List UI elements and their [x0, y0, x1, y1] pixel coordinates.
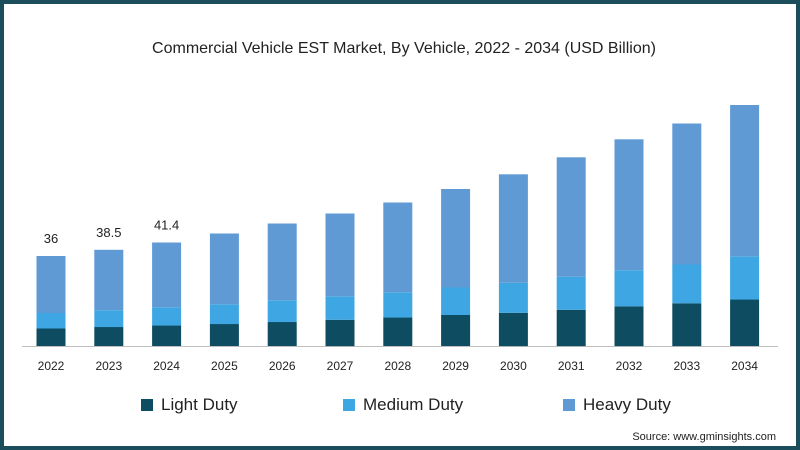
data-label-2024: 41.4 — [154, 218, 179, 233]
bar-medium-duty-2023 — [94, 310, 124, 328]
x-tick-label-2034: 2034 — [731, 359, 758, 373]
bar-medium-duty-2032 — [614, 270, 644, 307]
bar-medium-duty-2029 — [441, 287, 471, 315]
bar-light-duty-2027 — [325, 319, 355, 347]
bar-light-duty-2033 — [672, 303, 702, 347]
bar-chart: 2022 2023 2024 2025 2026 2027 2028 2029 2030 2031… — [22, 105, 778, 373]
bar-light-duty-2029 — [441, 315, 471, 346]
bar-heavy-duty-2022 — [36, 256, 66, 313]
legend-label: Light Duty — [161, 395, 238, 414]
bar-heavy-duty-2027 — [325, 213, 355, 297]
bar-medium-duty-2025 — [209, 304, 239, 325]
x-tick-label-2026: 2026 — [269, 359, 296, 373]
bar-heavy-duty-2023 — [94, 249, 124, 311]
chart-title: Commercial Vehicle EST Market, By Vehicl… — [152, 40, 656, 57]
bar-medium-duty-2024 — [152, 307, 182, 326]
bar-heavy-duty-2032 — [614, 139, 644, 271]
legend-swatch — [141, 399, 153, 411]
x-tick-label-2022: 2022 — [38, 359, 65, 373]
legend-item-light-duty: Light Duty — [141, 395, 238, 415]
bar-medium-duty-2028 — [383, 292, 413, 318]
x-tick-label-2030: 2030 — [500, 359, 527, 373]
bar-light-duty-2022 — [36, 328, 66, 346]
data-label-2023: 38.5 — [96, 225, 121, 240]
x-tick-label-2025: 2025 — [211, 359, 238, 373]
bar-medium-duty-2027 — [325, 296, 355, 320]
chart-legend: Light Duty Medium Duty Heavy Duty — [4, 395, 800, 417]
legend-swatch — [563, 399, 575, 411]
bar-heavy-duty-2028 — [383, 202, 413, 293]
x-tick-label-2031: 2031 — [558, 359, 585, 373]
bar-medium-duty-2034 — [730, 256, 760, 300]
bar-heavy-duty-2031 — [556, 157, 586, 277]
bar-medium-duty-2031 — [556, 276, 586, 310]
source-note: Source: www.gminsights.com — [632, 431, 776, 443]
data-label-2022: 36 — [44, 231, 58, 246]
bar-heavy-duty-2024 — [152, 242, 182, 308]
bar-light-duty-2026 — [267, 322, 297, 346]
x-tick-label-2024: 2024 — [153, 359, 180, 373]
legend-item-heavy-duty: Heavy Duty — [563, 395, 671, 415]
bar-light-duty-2031 — [556, 309, 586, 347]
bar-heavy-duty-2026 — [267, 223, 297, 301]
x-tick-label-2032: 2032 — [616, 359, 643, 373]
x-tick-label-2029: 2029 — [442, 359, 469, 373]
bar-heavy-duty-2030 — [498, 174, 528, 283]
bar-heavy-duty-2033 — [672, 123, 702, 265]
bar-medium-duty-2033 — [672, 264, 702, 304]
bar-heavy-duty-2029 — [441, 189, 471, 288]
legend-label: Medium Duty — [363, 395, 464, 414]
bar-medium-duty-2022 — [36, 313, 66, 329]
bar-light-duty-2030 — [498, 312, 528, 347]
bar-light-duty-2025 — [209, 324, 239, 346]
legend-label: Heavy Duty — [583, 395, 671, 414]
bar-light-duty-2034 — [730, 299, 760, 346]
x-tick-label-2027: 2027 — [327, 359, 354, 373]
bar-light-duty-2024 — [152, 325, 182, 346]
bar-medium-duty-2030 — [498, 282, 528, 313]
bar-light-duty-2023 — [94, 327, 124, 346]
bar-light-duty-2028 — [383, 317, 413, 346]
x-tick-label-2033: 2033 — [673, 359, 700, 373]
bar-heavy-duty-2025 — [209, 233, 239, 305]
legend-swatch — [343, 399, 355, 411]
legend-item-medium-duty: Medium Duty — [343, 395, 463, 415]
x-tick-label-2023: 2023 — [95, 359, 122, 373]
x-tick-label-2028: 2028 — [384, 359, 411, 373]
bar-light-duty-2032 — [614, 306, 644, 347]
bar-medium-duty-2026 — [267, 300, 297, 323]
bar-heavy-duty-2034 — [730, 105, 760, 257]
